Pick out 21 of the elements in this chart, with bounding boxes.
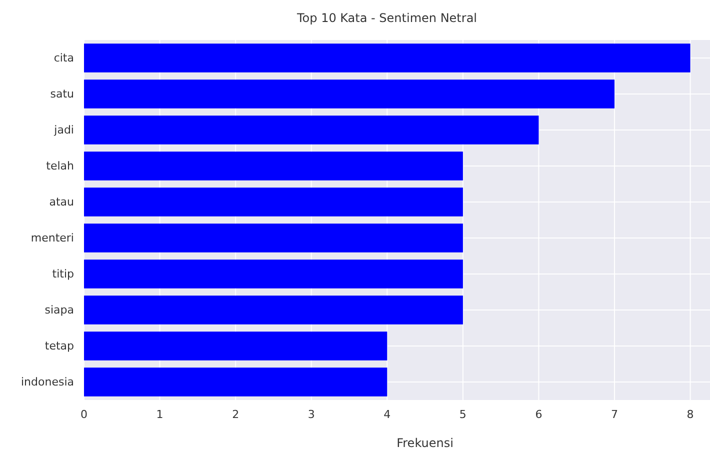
chart-title: Top 10 Kata - Sentimen Netral — [296, 11, 477, 25]
y-tick-label: siapa — [44, 304, 74, 317]
y-tick-label: cita — [54, 52, 74, 65]
y-tick-label: menteri — [30, 232, 74, 245]
x-tick-label: 0 — [80, 408, 88, 421]
y-tick-label: tetap — [44, 340, 74, 353]
x-tick-label: 7 — [611, 408, 618, 421]
x-tick-label: 1 — [156, 408, 164, 421]
x-axis-title: Frekuensi — [396, 436, 454, 450]
x-tick-label: 3 — [308, 408, 315, 421]
y-tick-label: titip — [52, 268, 74, 281]
y-tick-label: indonesia — [20, 376, 74, 389]
x-tick-label: 5 — [459, 408, 466, 421]
y-tick-label: atau — [49, 196, 74, 209]
x-tick-label: 4 — [384, 408, 391, 421]
x-tick-label: 6 — [535, 408, 542, 421]
x-tick-label: 2 — [232, 408, 240, 421]
y-tick-label: satu — [50, 88, 74, 101]
x-tick-label: 8 — [686, 408, 694, 421]
y-tick-label: jadi — [53, 124, 74, 137]
y-tick-label: telah — [46, 160, 74, 173]
